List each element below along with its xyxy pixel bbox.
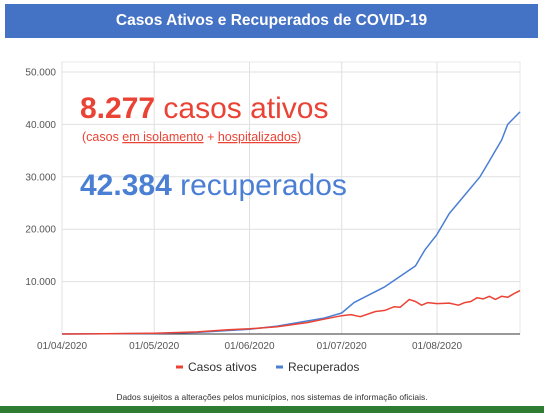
legend: Casos ativos Recuperados [176,360,359,374]
chart-title: Casos Ativos e Recuperados de COVID-19 [115,12,428,29]
recovered-number: 42.384 [80,169,172,202]
x-tick-label: 01/08/2020 [412,341,462,352]
legend-label[interactable]: Casos ativos [188,360,257,374]
x-tick-label: 01/07/2020 [317,341,367,352]
isolation-link[interactable]: em isolamento [122,130,203,144]
y-tick-label: 50.000 [25,68,56,79]
subtitle-close: ) [297,130,301,144]
series-line-casos-ativos [61,289,521,335]
active-cases-number: 8.277 [80,92,155,125]
y-tick-label: 40.000 [25,120,56,131]
chart-title-banner: Casos Ativos e Recuperados de COVID-19 [5,4,538,38]
x-tick-label: 01/06/2020 [224,341,274,352]
y-tick-label: 10.000 [25,277,56,288]
series-lines [61,111,521,335]
recovered-annotation: 42.384 recuperados [80,169,347,202]
bottom-bar [0,406,544,413]
x-tick-label: 01/04/2020 [37,341,87,352]
y-tick-label: 20.000 [25,225,56,236]
y-axis-ticks: 50.000 40.000 30.000 20.000 10.000 [25,68,56,289]
subtitle-open: (casos [82,130,122,144]
footnote: Dados sujeitos a alterações pelos municí… [116,392,428,402]
series-line-recuperados [61,111,521,335]
grid-lines [61,62,520,335]
x-axis-ticks: 01/04/2020 01/05/2020 01/06/2020 01/07/2020… [37,341,462,352]
active-cases-annotation: 8.277 casos ativos [80,92,329,125]
recovered-text: recuperados [172,169,347,202]
active-cases-text: casos ativos [155,92,328,125]
legend-label[interactable]: Recuperados [288,360,359,374]
x-tick-label: 01/05/2020 [129,341,179,352]
hospitalized-link[interactable]: hospitalizados [218,130,297,144]
active-cases-subtitle: (casos em isolamento + hospitalizados) [82,130,301,144]
subtitle-plus: + [204,130,218,144]
y-tick-label: 30.000 [25,172,56,183]
